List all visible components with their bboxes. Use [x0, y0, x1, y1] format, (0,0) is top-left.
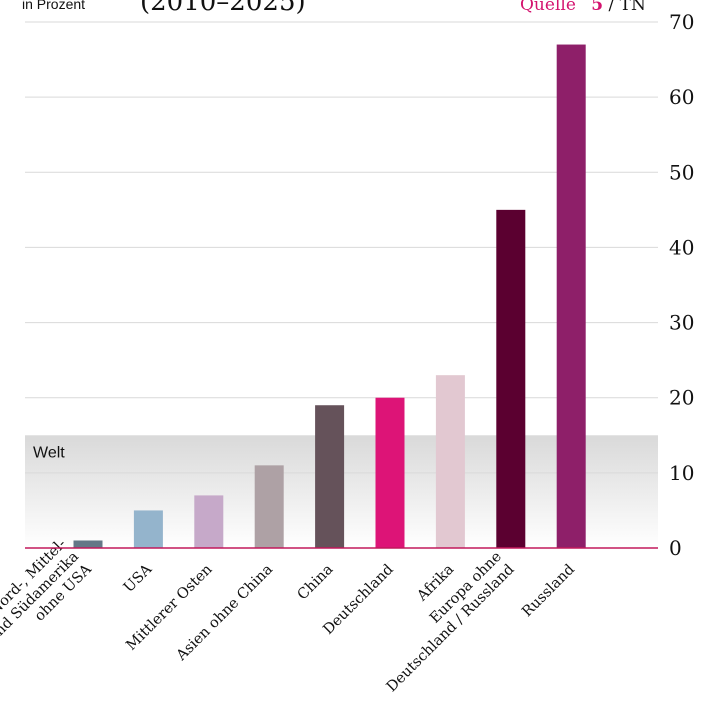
x-tick-label: Nord-, Mittel-und Südamerikaohne USA: [0, 536, 95, 659]
world-band-label: Welt: [33, 444, 65, 461]
y-tick-label: 40: [669, 235, 694, 259]
x-tick-line: USA: [121, 561, 156, 596]
bars: [73, 44, 586, 549]
unit-label: in Prozent: [22, 0, 85, 12]
x-tick-text: USA: [121, 561, 156, 596]
y-tick-label: 50: [669, 160, 694, 184]
source-ref: 5: [591, 0, 603, 15]
x-tick-text: China: [295, 561, 337, 603]
y-tick-label: 70: [669, 10, 694, 34]
x-tick-text: Russland: [519, 562, 578, 621]
bar: [73, 540, 103, 548]
y-tick-label: 30: [669, 311, 694, 335]
source-word: Quelle: [520, 0, 576, 15]
source-label: Quelle 5 / TN: [520, 0, 646, 15]
x-tick-line: Deutschland / Russland: [384, 562, 518, 696]
bar: [194, 495, 224, 548]
bar: [133, 510, 163, 548]
y-tick-label: 20: [669, 386, 694, 410]
y-tick-label: 10: [669, 461, 694, 485]
period-label: (2010–2025): [140, 0, 306, 17]
x-tick-label: Russland: [519, 562, 578, 621]
bar: [254, 465, 284, 548]
x-tick-line: Russland: [519, 562, 578, 621]
bar: [496, 209, 526, 548]
bar: [315, 405, 345, 548]
bar: [435, 375, 465, 548]
x-axis-labels: Nord-, Mittel-und Südamerikaohne USA USAM…: [0, 536, 578, 696]
x-tick-text: Nord-, Mittel-und Südamerikaohne USA: [0, 536, 95, 659]
x-tick-line: China: [295, 561, 337, 603]
x-tick-label: USA: [121, 561, 156, 596]
bar: [375, 397, 405, 548]
y-axis-ticks: 0 10 20 30 40 50 60 70: [669, 10, 694, 560]
y-tick-label: 60: [669, 85, 694, 109]
source-suffix: / TN: [609, 0, 646, 15]
x-tick-label: China: [295, 561, 337, 603]
y-tick-label: 0: [669, 536, 682, 560]
bar: [556, 44, 586, 549]
